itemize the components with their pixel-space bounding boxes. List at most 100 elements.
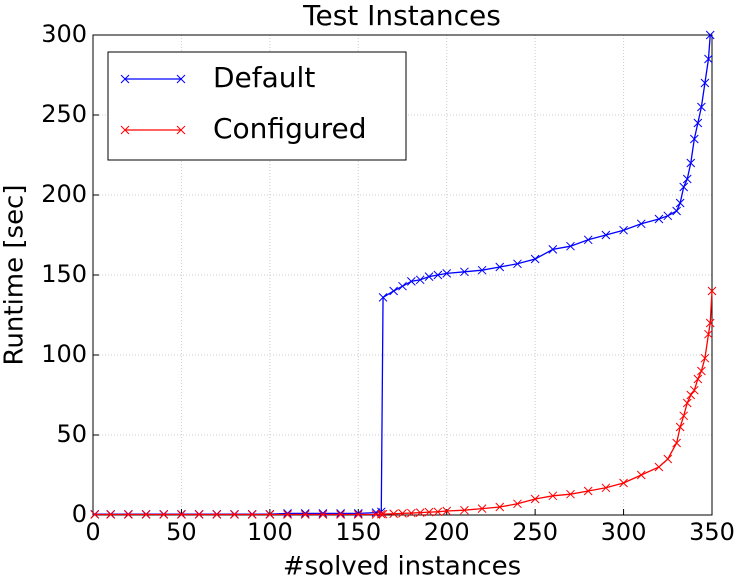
point-marker: [636, 470, 646, 480]
series-line: [94, 290, 713, 516]
point-marker: [141, 510, 151, 519]
point-marker: [336, 510, 345, 519]
y-axis-label: Runtime [sec]: [0, 185, 30, 366]
point-marker: [442, 269, 452, 278]
legend-marker: [120, 74, 186, 84]
point-marker: [704, 54, 713, 64]
point-marker: [601, 483, 611, 493]
point-marker: [495, 262, 505, 272]
point-marker: [675, 422, 685, 432]
legend-marker: [120, 125, 186, 135]
point-marker: [378, 509, 388, 519]
legend-label: Configured: [213, 112, 366, 145]
x-tick-label: 50: [166, 518, 197, 546]
chart-title: Test Instances: [302, 0, 501, 32]
point-marker: [679, 182, 689, 192]
point-marker: [693, 374, 703, 384]
point-marker: [90, 510, 100, 519]
point-marker: [336, 509, 345, 518]
point-marker: [619, 225, 628, 235]
point-marker: [353, 510, 363, 519]
plot-frame: [92, 34, 713, 516]
point-marker: [378, 293, 388, 302]
point-marker: [477, 504, 487, 513]
point-marker: [433, 270, 443, 280]
point-marker: [495, 502, 505, 512]
point-marker: [300, 509, 310, 518]
point-marker: [705, 318, 715, 328]
x-tick-label: 100: [247, 518, 293, 546]
y-tick-label: 100: [41, 340, 87, 368]
y-tick-label: 50: [56, 420, 87, 448]
point-marker: [700, 353, 710, 363]
point-marker: [566, 241, 575, 251]
point-marker: [583, 235, 593, 245]
point-marker: [318, 510, 328, 519]
point-marker: [212, 510, 222, 519]
point-marker: [693, 118, 703, 128]
point-marker: [707, 286, 717, 296]
point-marker: [376, 509, 386, 519]
point-marker: [601, 230, 611, 240]
point-marker: [424, 272, 434, 281]
y-tick-label: 150: [41, 260, 87, 288]
x-tick-label: 200: [424, 518, 470, 546]
point-marker: [663, 211, 673, 221]
point-marker: [106, 510, 116, 519]
point-marker: [663, 454, 673, 464]
x-tick-label: 250: [512, 518, 558, 546]
point-marker: [353, 509, 363, 518]
point-marker: [548, 245, 558, 254]
point-marker: [513, 499, 522, 509]
point-marker: [177, 510, 186, 519]
point-marker: [398, 281, 407, 291]
x-tick-label: 300: [601, 518, 647, 546]
point-marker: [689, 134, 699, 144]
point-marker: [424, 507, 434, 517]
point-marker: [318, 509, 328, 518]
point-marker: [442, 506, 452, 516]
point-marker: [283, 509, 292, 518]
point-marker: [682, 174, 692, 184]
point-marker: [124, 510, 133, 519]
point-marker: [406, 508, 416, 518]
point-marker: [265, 510, 275, 519]
point-marker: [654, 214, 664, 224]
point-marker: [230, 510, 239, 519]
point-marker: [705, 30, 715, 40]
point-marker: [583, 486, 593, 496]
point-marker: [700, 78, 710, 88]
point-marker: [460, 267, 469, 277]
point-marker: [530, 494, 540, 504]
point-marker: [566, 489, 575, 499]
point-marker: [530, 254, 540, 264]
y-tick-label: 0: [72, 500, 87, 528]
point-marker: [389, 286, 399, 296]
point-marker: [398, 509, 407, 518]
point-marker: [675, 198, 685, 208]
point-marker: [672, 438, 681, 448]
point-marker: [194, 510, 204, 519]
point-marker: [415, 275, 425, 285]
point-marker: [389, 509, 399, 519]
point-marker: [679, 411, 689, 421]
point-marker: [159, 510, 169, 519]
x-axis-label: #solved instances: [283, 552, 521, 582]
point-marker: [415, 508, 425, 517]
point-marker: [689, 385, 699, 395]
point-marker: [548, 491, 558, 501]
point-marker: [682, 398, 692, 408]
point-marker: [283, 510, 292, 519]
point-marker: [300, 510, 310, 519]
point-marker: [686, 390, 696, 400]
point-marker: [636, 219, 646, 229]
point-marker: [460, 505, 469, 515]
point-marker: [477, 265, 487, 275]
point-marker: [697, 102, 706, 112]
point-marker: [371, 508, 381, 517]
point-marker: [433, 507, 443, 517]
legend-label: Default: [213, 61, 315, 94]
y-tick-label: 300: [41, 20, 87, 48]
